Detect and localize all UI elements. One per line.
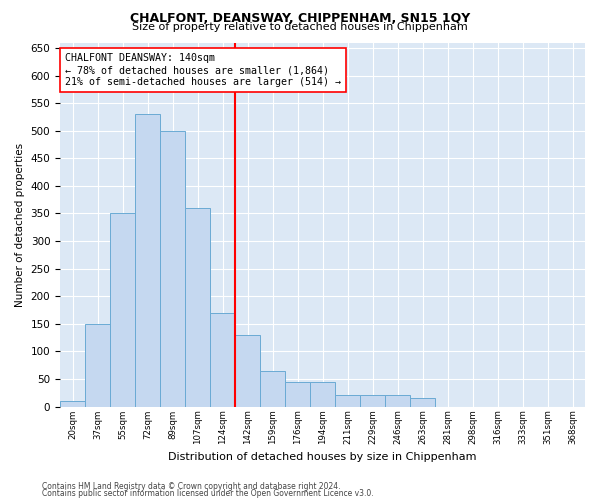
- Bar: [410, 398, 435, 406]
- Text: Size of property relative to detached houses in Chippenham: Size of property relative to detached ho…: [132, 22, 468, 32]
- Bar: [160, 130, 185, 406]
- X-axis label: Distribution of detached houses by size in Chippenham: Distribution of detached houses by size …: [168, 452, 477, 462]
- Bar: [360, 396, 385, 406]
- Text: Contains public sector information licensed under the Open Government Licence v3: Contains public sector information licen…: [42, 490, 374, 498]
- Bar: [110, 214, 135, 406]
- Bar: [385, 396, 410, 406]
- Bar: [185, 208, 210, 406]
- Bar: [310, 382, 335, 406]
- Text: CHALFONT DEANSWAY: 140sqm
← 78% of detached houses are smaller (1,864)
21% of se: CHALFONT DEANSWAY: 140sqm ← 78% of detac…: [65, 54, 341, 86]
- Text: Contains HM Land Registry data © Crown copyright and database right 2024.: Contains HM Land Registry data © Crown c…: [42, 482, 341, 491]
- Y-axis label: Number of detached properties: Number of detached properties: [15, 142, 25, 306]
- Bar: [335, 396, 360, 406]
- Bar: [210, 313, 235, 406]
- Bar: [285, 382, 310, 406]
- Bar: [60, 401, 85, 406]
- Bar: [135, 114, 160, 406]
- Text: CHALFONT, DEANSWAY, CHIPPENHAM, SN15 1QY: CHALFONT, DEANSWAY, CHIPPENHAM, SN15 1QY: [130, 12, 470, 26]
- Bar: [235, 335, 260, 406]
- Bar: [85, 324, 110, 406]
- Bar: [260, 370, 285, 406]
